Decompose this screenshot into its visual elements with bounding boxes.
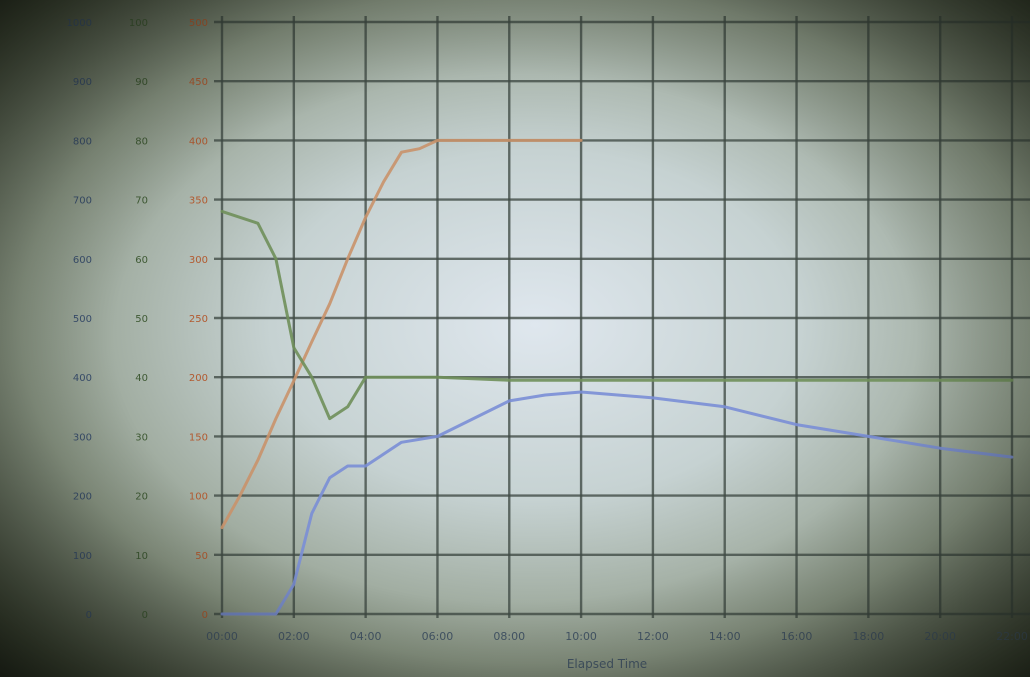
y-axis-left-tick-label: 400 [73,373,92,384]
y-axis-right-tick-label: 250 [189,314,208,325]
y-axis-middle-tick-label: 90 [135,77,148,88]
x-axis-tick-label: 12:00 [637,630,669,643]
y-axis-right-tick-label: 200 [189,373,208,384]
y-axis-right-tick-label: 150 [189,432,208,443]
x-axis-tick-label: 04:00 [350,630,382,643]
y-axis-left-tick-label: 1000 [67,18,92,29]
y-axis-left-tick-label: 0 [86,610,92,621]
y-axis-middle-tick-label: 50 [135,314,148,325]
y-axis-middle-tick-label: 20 [135,492,148,503]
y-axis-left-tick-label: 100 [73,551,92,562]
x-axis-tick-label: 02:00 [278,630,310,643]
y-axis-right-tick-label: 300 [189,255,208,266]
y-axis-right-tick-label: 500 [189,18,208,29]
x-axis-tick-label: 16:00 [781,630,813,643]
chart-grid [214,16,1030,618]
x-axis-label: Elapsed Time [567,657,647,671]
y-axis-left-tick-label: 800 [73,136,92,147]
y-axis-middle-tick-label: 100 [129,18,148,29]
x-axis-tick-label: 22:00 [996,630,1028,643]
x-axis-tick-label: 08:00 [493,630,525,643]
y-axis-left-ticks: 0 100 200 300 400 500 600 700 800 900 1000 [67,18,92,621]
y-axis-left-tick-label: 900 [73,77,92,88]
series-line-3 [220,390,1014,616]
series-line-2 [220,209,1014,421]
y-axis-middle-tick-label: 10 [135,551,148,562]
x-axis-tick-label: 18:00 [853,630,885,643]
y-axis-middle-tick-label: 0 [142,610,148,621]
y-axis-middle-tick-label: 80 [135,136,148,147]
y-axis-middle-tick-label: 60 [135,255,148,266]
y-axis-left-tick-label: 500 [73,314,92,325]
y-axis-right-tick-label: 400 [189,136,208,147]
x-axis-tick-label: 00:00 [206,630,238,643]
x-axis-tick-label: 06:00 [422,630,454,643]
y-axis-middle-tick-label: 40 [135,373,148,384]
y-axis-middle-ticks: 0 10 20 30 40 50 60 70 80 90 100 [129,18,148,621]
y-axis-middle-tick-label: 30 [135,432,148,443]
y-axis-left-tick-label: 300 [73,432,92,443]
y-axis-middle-tick-label: 70 [135,196,148,207]
x-axis-ticks: 00:00 02:00 04:00 06:00 08:00 10:00 12:00 14:00… [206,630,1028,643]
y-axis-right-tick-label: 100 [189,492,208,503]
y-axis-right-tick-label: 450 [189,77,208,88]
y-axis-right-tick-label: 50 [195,551,208,562]
y-axis-left-tick-label: 700 [73,196,92,207]
x-axis-tick-label: 10:00 [565,630,597,643]
y-axis-right-ticks: 0 50 100 150 200 250 300 350 400 450 500 [189,18,208,621]
x-axis-tick-label: 20:00 [924,630,956,643]
y-axis-left-tick-label: 600 [73,255,92,266]
y-axis-right-tick-label: 0 [202,610,208,621]
x-axis-tick-label: 14:00 [709,630,741,643]
y-axis-right-tick-label: 350 [189,196,208,207]
y-axis-left-tick-label: 200 [73,492,92,503]
